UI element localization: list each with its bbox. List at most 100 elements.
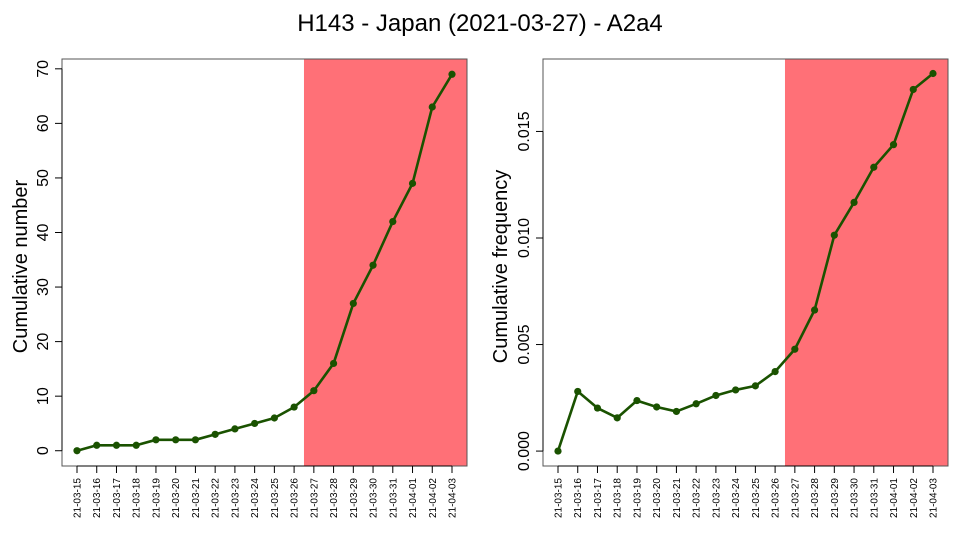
y-axis-label: Cumulative number xyxy=(10,179,32,353)
xtick-label: 21-03-18 xyxy=(613,478,624,518)
xtick-label: 21-03-16 xyxy=(92,478,103,518)
data-point xyxy=(389,217,397,226)
data-point xyxy=(593,404,602,412)
xtick-label: 21-03-25 xyxy=(270,478,281,518)
chart-panel-2: 0.000 0.005 0.010 0.015 21-03-15 21-03-16 21-0… xyxy=(490,58,949,518)
xtick-label: 21-03-29 xyxy=(349,478,360,518)
data-point xyxy=(554,447,562,455)
xtick-label: 21-03-29 xyxy=(830,478,841,518)
ytick-label: 0 xyxy=(35,446,52,455)
xtick-label: 21-03-21 xyxy=(672,478,683,518)
xtick-label: 21-03-26 xyxy=(290,478,301,518)
ytick-label: 10 xyxy=(35,387,52,405)
xtick-label: 21-03-17 xyxy=(593,478,604,518)
ytick-label: 60 xyxy=(35,114,52,132)
data-point xyxy=(672,407,681,416)
xtick-label: 21-04-01 xyxy=(889,478,900,518)
xtick-label: 21-03-24 xyxy=(250,478,261,518)
data-point xyxy=(251,419,259,428)
xtick-label: 21-03-24 xyxy=(731,478,742,518)
ytick-label: 20 xyxy=(35,333,52,351)
data-point xyxy=(152,436,160,444)
ytick-label: 40 xyxy=(35,223,52,241)
data-point xyxy=(810,306,819,314)
xtick-label: 21-03-25 xyxy=(751,478,762,518)
xtick-label: 21-03-19 xyxy=(151,478,162,518)
data-point xyxy=(830,231,838,239)
chart-panel-1: 0 10 20 30 40 50 60 70 21-03-15 21-03-16 21-03-17 2… xyxy=(10,58,468,518)
ytick-label: 0.010 xyxy=(516,218,533,258)
data-point xyxy=(889,141,898,149)
y-axis-label: Cumulative frequency xyxy=(490,170,512,363)
data-point xyxy=(270,414,278,422)
xtick-label: 21-03-27 xyxy=(309,478,320,518)
ytick-label: 0.000 xyxy=(516,431,533,471)
xtick-label: 21-03-22 xyxy=(211,478,222,518)
data-point xyxy=(211,430,219,438)
data-point xyxy=(870,163,878,171)
data-point xyxy=(112,441,121,449)
data-point xyxy=(191,436,200,444)
xtick-label: 21-03-31 xyxy=(869,478,880,518)
data-point xyxy=(791,345,799,353)
data-point xyxy=(771,368,779,376)
data-point xyxy=(712,391,720,400)
data-point xyxy=(653,403,661,411)
data-point xyxy=(850,198,858,207)
ytick-label: 0.015 xyxy=(516,111,533,151)
xtick-label: 21-03-16 xyxy=(573,478,584,518)
data-point xyxy=(132,441,140,449)
xtick-label: 21-03-31 xyxy=(388,478,399,518)
data-point xyxy=(929,69,937,78)
ytick-label: 30 xyxy=(35,278,52,296)
data-point xyxy=(732,386,740,394)
xtick-label: 21-03-20 xyxy=(171,478,182,518)
xtick-label: 21-03-18 xyxy=(132,478,143,518)
xtick-label: 21-03-26 xyxy=(771,478,782,518)
data-point xyxy=(428,103,436,111)
ytick-label: 0.005 xyxy=(516,324,533,364)
data-point xyxy=(349,299,357,308)
data-point xyxy=(310,387,318,395)
xtick-label: 21-03-22 xyxy=(692,478,703,518)
xtick-label: 21-03-30 xyxy=(850,478,861,518)
xtick-label: 21-03-28 xyxy=(810,478,821,518)
xtick-label: 21-04-02 xyxy=(909,478,920,518)
xtick-label: 21-03-17 xyxy=(112,478,123,518)
xtick-label: 21-03-30 xyxy=(369,478,380,518)
data-point xyxy=(909,85,917,94)
data-point xyxy=(73,447,81,455)
data-point xyxy=(231,425,239,433)
data-point xyxy=(329,359,338,368)
series-line xyxy=(556,72,934,452)
xtick-label: 21-03-27 xyxy=(790,478,801,518)
xtick-label: 21-03-21 xyxy=(191,478,202,518)
xtick-label: 21-03-15 xyxy=(73,478,84,518)
xtick-label: 21-03-20 xyxy=(652,478,663,518)
chart-title: H143 - Japan (2021-03-27) - A2a4 xyxy=(297,10,663,37)
ytick-label: 70 xyxy=(35,60,52,78)
xtick-label: 21-04-03 xyxy=(929,478,940,518)
xtick-label: 21-04-01 xyxy=(408,478,419,518)
data-point xyxy=(633,396,641,405)
ytick-label: 50 xyxy=(35,169,52,187)
data-point xyxy=(574,387,582,396)
data-point xyxy=(448,70,456,78)
data-point xyxy=(290,403,298,411)
data-point xyxy=(613,414,621,422)
data-point xyxy=(408,179,417,187)
data-point xyxy=(369,261,377,269)
data-point xyxy=(93,441,101,449)
xtick-label: 21-03-19 xyxy=(632,478,643,518)
highlight-region xyxy=(784,59,948,466)
xtick-label: 21-03-15 xyxy=(554,478,565,518)
xtick-label: 21-04-03 xyxy=(448,478,459,518)
data-point xyxy=(172,436,180,444)
xtick-label: 21-04-02 xyxy=(428,478,439,518)
highlight-region xyxy=(303,59,467,466)
xtick-label: 21-03-23 xyxy=(711,478,722,518)
xtick-label: 21-03-28 xyxy=(329,478,340,518)
xtick-label: 21-03-23 xyxy=(230,478,241,518)
